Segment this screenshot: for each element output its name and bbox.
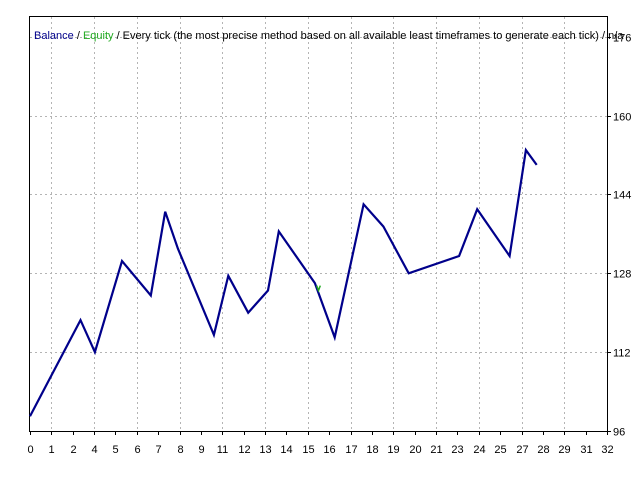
legend-equity-label: Equity bbox=[83, 30, 114, 42]
legend-separator: / bbox=[74, 30, 83, 42]
x-tick-label: 19 bbox=[387, 444, 399, 456]
x-tick-label: 1 bbox=[48, 444, 54, 456]
y-axis: 96 112 128 144 160 176 bbox=[607, 33, 631, 439]
x-tick-label: 25 bbox=[494, 444, 506, 456]
x-tick-label: 2 bbox=[70, 444, 76, 456]
x-tick-label: 14 bbox=[280, 444, 292, 456]
x-tick-label: 0 bbox=[27, 444, 33, 456]
x-tick-label: 8 bbox=[177, 444, 183, 456]
x-tick-label: 31 bbox=[580, 444, 592, 456]
x-tick-label: 18 bbox=[366, 444, 378, 456]
x-tick-label: 29 bbox=[558, 444, 570, 456]
x-tick-label: 11 bbox=[217, 444, 228, 456]
x-tick-label: 27 bbox=[516, 444, 528, 456]
x-tick-label: 7 bbox=[155, 444, 161, 456]
x-tick-label: 20 bbox=[409, 444, 421, 456]
x-tick-label: 6 bbox=[134, 444, 140, 456]
plot-frame bbox=[29, 16, 608, 432]
series-line-equity bbox=[315, 285, 322, 293]
y-tick-label: 160 bbox=[613, 112, 631, 124]
x-axis: 0 1 2 4 5 6 7 8 9 11 12 13 14 15 16 17 18 19 20 21 23 24 25 27 2… bbox=[27, 431, 614, 456]
series-line-balance bbox=[29, 147, 538, 417]
x-tick-label: 9 bbox=[198, 444, 204, 456]
legend: Balance / Equity / Every tick (the most … bbox=[34, 30, 624, 42]
y-tick-label: 144 bbox=[613, 190, 631, 202]
series-lines bbox=[29, 147, 538, 417]
grid-lines bbox=[30, 17, 607, 431]
y-tick-label: 112 bbox=[613, 348, 631, 360]
x-tick-label: 16 bbox=[323, 444, 335, 456]
x-tick-label: 4 bbox=[91, 444, 97, 456]
x-tick-label: 12 bbox=[238, 444, 250, 456]
x-tick-label: 15 bbox=[302, 444, 314, 456]
x-tick-label: 28 bbox=[537, 444, 549, 456]
x-tick-label: 5 bbox=[112, 444, 118, 456]
y-tick-label: 96 bbox=[613, 427, 625, 439]
x-tick-label: 13 bbox=[259, 444, 271, 456]
y-tick-label: 176 bbox=[613, 33, 631, 45]
x-tick-label: 23 bbox=[451, 444, 463, 456]
x-tick-label: 21 bbox=[430, 444, 442, 456]
legend-description: / Every tick (the most precise method ba… bbox=[114, 30, 625, 42]
x-tick-label: 17 bbox=[345, 444, 357, 456]
y-tick-label: 128 bbox=[613, 269, 631, 281]
x-tick-label: 32 bbox=[601, 444, 613, 456]
legend-balance-label: Balance bbox=[34, 30, 74, 42]
x-tick-label: 24 bbox=[473, 444, 485, 456]
